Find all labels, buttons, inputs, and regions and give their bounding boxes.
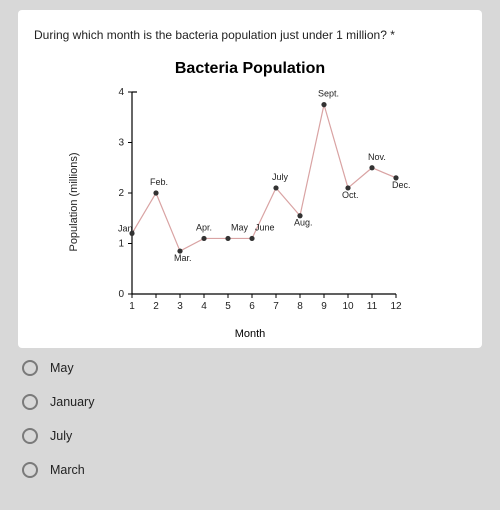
x-axis-label: Month	[235, 328, 266, 340]
option-label: March	[50, 463, 85, 477]
svg-text:4: 4	[201, 301, 207, 312]
answer-option-1[interactable]: January	[22, 394, 500, 410]
svg-text:Oct.: Oct.	[342, 190, 359, 200]
svg-text:Nov.: Nov.	[368, 152, 386, 162]
chart-title: Bacteria Population	[175, 60, 325, 78]
answer-option-2[interactable]: July	[22, 428, 500, 444]
svg-text:4: 4	[118, 87, 124, 98]
svg-text:7: 7	[273, 301, 279, 312]
answer-option-3[interactable]: March	[22, 462, 500, 478]
svg-text:5: 5	[225, 301, 231, 312]
chart-svg: 01234123456789101112Jan.Feb.Mar.Apr.MayJ…	[90, 82, 410, 322]
svg-text:6: 6	[249, 301, 255, 312]
svg-text:June: June	[255, 222, 275, 232]
svg-text:8: 8	[297, 301, 303, 312]
svg-text:1: 1	[118, 239, 124, 250]
svg-text:2: 2	[153, 301, 159, 312]
answer-option-0[interactable]: May	[22, 360, 500, 376]
svg-text:Sept.: Sept.	[318, 89, 339, 99]
answer-options: May January July March	[22, 360, 500, 478]
option-label: July	[50, 429, 72, 443]
radio-icon[interactable]	[22, 394, 38, 410]
svg-text:Apr.: Apr.	[196, 222, 212, 232]
question-card: During which month is the bacteria popul…	[18, 10, 482, 348]
svg-text:Mar.: Mar.	[174, 253, 192, 263]
chart-box: Population (millions) 012341234567891011…	[90, 82, 410, 322]
svg-text:July: July	[272, 172, 289, 182]
radio-icon[interactable]	[22, 360, 38, 376]
svg-text:Dec.: Dec.	[392, 180, 410, 190]
svg-text:3: 3	[177, 301, 183, 312]
svg-text:0: 0	[118, 289, 124, 300]
svg-text:Jan.: Jan.	[118, 223, 135, 233]
radio-icon[interactable]	[22, 462, 38, 478]
y-axis-label: Population (millions)	[68, 152, 80, 251]
svg-text:12: 12	[390, 301, 402, 312]
svg-text:11: 11	[367, 301, 378, 312]
svg-text:2: 2	[118, 188, 124, 199]
option-label: May	[50, 361, 74, 375]
chart-container: Bacteria Population Population (millions…	[34, 60, 466, 340]
svg-text:9: 9	[321, 301, 327, 312]
svg-text:Aug.: Aug.	[294, 218, 313, 228]
question-text: During which month is the bacteria popul…	[34, 28, 466, 42]
option-label: January	[50, 395, 94, 409]
svg-text:Feb.: Feb.	[150, 177, 168, 187]
svg-text:1: 1	[129, 301, 135, 312]
svg-text:3: 3	[118, 138, 124, 149]
radio-icon[interactable]	[22, 428, 38, 444]
svg-text:May: May	[231, 222, 249, 232]
svg-text:10: 10	[342, 301, 354, 312]
